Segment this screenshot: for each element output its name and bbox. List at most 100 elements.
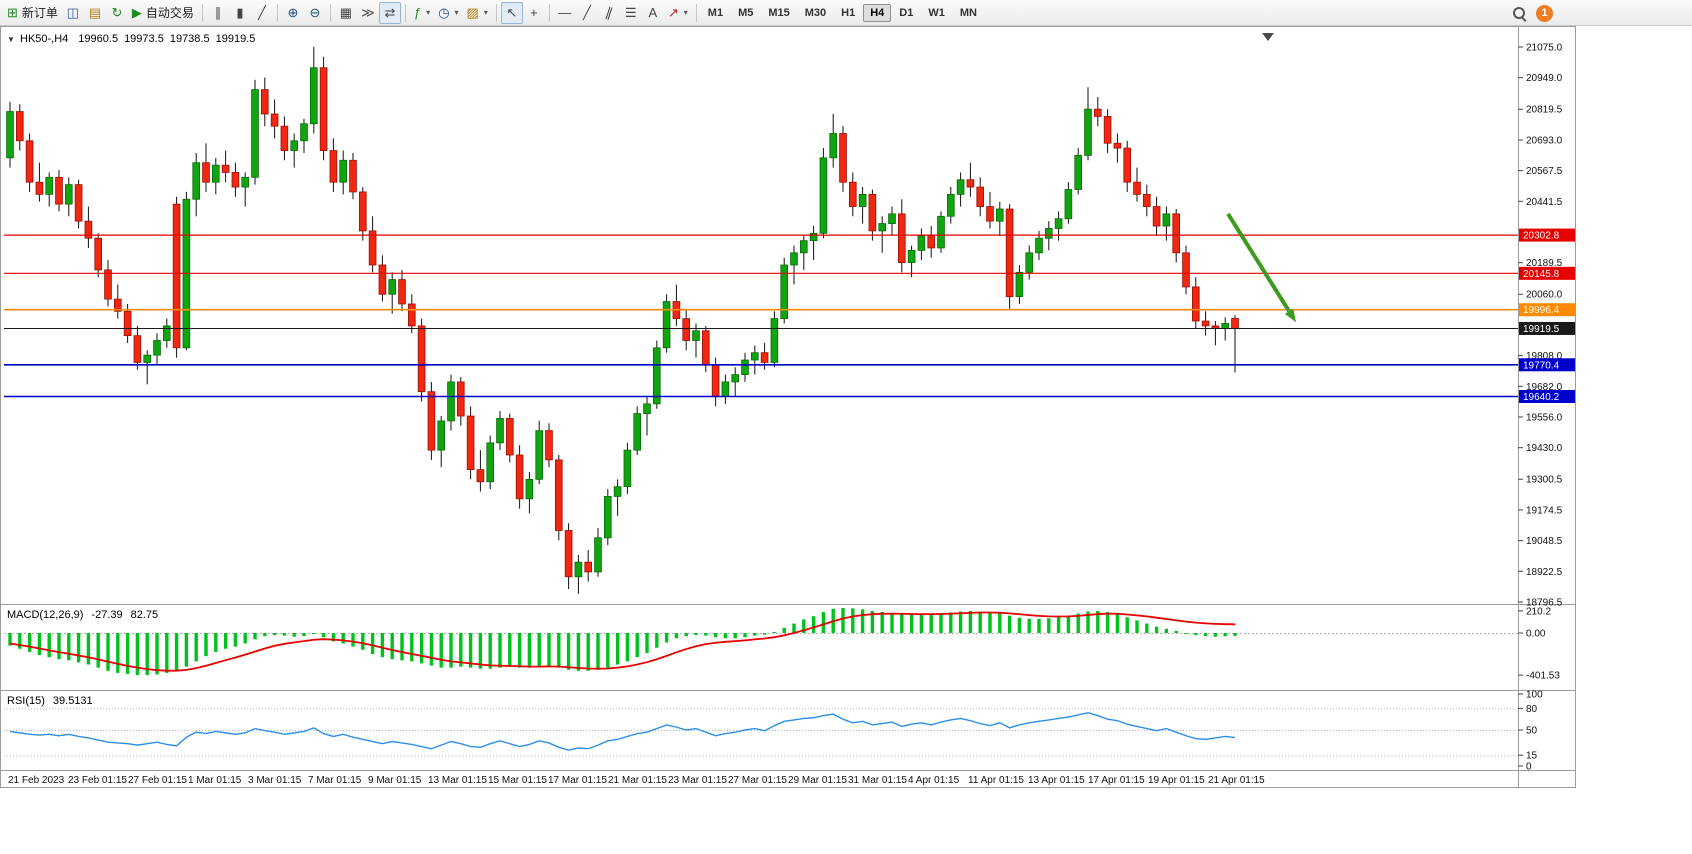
candle-body (1094, 108, 1102, 117)
chart-shift-button[interactable]: ⇄ (378, 1, 401, 24)
one-click-trading-icon[interactable]: ▼ (7, 35, 15, 44)
candle-body (1133, 181, 1141, 195)
macd-histogram-bar (890, 613, 894, 633)
channel-tool-button[interactable]: ∥ (598, 2, 620, 24)
periods-button[interactable]: ◷ ▾ (434, 2, 462, 24)
candle-body (84, 220, 93, 239)
refresh-button[interactable]: ↻ (106, 2, 128, 24)
candle-body (584, 561, 592, 573)
profiles-button[interactable]: ▤ (84, 2, 106, 24)
account-badge[interactable]: 1 (1536, 4, 1553, 22)
trend-arrow-head[interactable] (1284, 308, 1296, 323)
candle-body (104, 269, 112, 300)
rsi-tick-label: 50 (1526, 726, 1538, 737)
macd-histogram-bar (155, 633, 159, 675)
price-tick-label: 19556.0 (1526, 413, 1563, 424)
profiles-icon: ▤ (88, 5, 102, 20)
bar-chart-mode-button[interactable]: ∥ (207, 2, 229, 24)
price-level-tag (1519, 228, 1575, 242)
symbol-period: HK50-,H4 (20, 33, 68, 45)
candle-body (123, 310, 132, 337)
zoom-out-button[interactable]: ⊖ (304, 2, 326, 24)
timeframe-m5-button[interactable]: M5 (738, 6, 754, 19)
open-value: 19960.5 (78, 33, 118, 45)
candle-body (888, 213, 896, 224)
candle-body (515, 454, 524, 500)
timeframe-w1-button[interactable]: W1 (928, 6, 945, 19)
timeframe-m30-button[interactable]: M30 (804, 6, 827, 19)
indicators-button[interactable]: ƒ ▾ (410, 2, 434, 24)
macd-histogram-bar (331, 633, 336, 642)
candle-body (496, 418, 504, 444)
macd-histogram-bar (870, 610, 875, 633)
toolbar-separator (548, 3, 550, 22)
macd-signal-line (9, 611, 1236, 672)
macd-histogram-bar (939, 613, 943, 633)
candle-body (780, 264, 788, 319)
candle-body (25, 140, 34, 183)
templates-button[interactable]: ▨ ▾ (463, 2, 492, 24)
cursor-tool-button[interactable]: ↖ (500, 1, 523, 24)
macd-histogram-bar (1203, 633, 1208, 637)
macd-histogram-bar (929, 614, 933, 633)
trend-arrow-shaft[interactable] (1226, 212, 1291, 313)
candle-body (1143, 193, 1151, 207)
macd-histogram-bar (8, 633, 12, 646)
main-toolbar: ⊞ 新订单 ◫ ▤ ↻ ▶ 自动交易 ∥ ▮ ╱ ⊕ ⊖ ▦ ≫ ⇄ ƒ ▾ ◷ ▾… (0, 0, 1692, 26)
chart-shift-icon: ⇄ (384, 5, 396, 20)
rsi-indicator-label: RSI(15) 39.5131 (7, 695, 93, 707)
chart-window-button[interactable]: ◫ (62, 2, 84, 24)
macd-histogram-bar (988, 612, 992, 633)
indicators-icon: ƒ (413, 5, 422, 20)
macd-histogram-bar (919, 614, 924, 633)
candle-body (721, 381, 730, 397)
candle-body (1113, 142, 1122, 149)
candle-body (192, 162, 201, 200)
macd-histogram-bar (243, 633, 247, 644)
price-tick-label: 20060.0 (1526, 290, 1563, 301)
trendline-tool-button[interactable]: ╱ (576, 2, 598, 24)
timeframe-d1-button[interactable]: D1 (899, 6, 914, 19)
macd-histogram-bar (429, 633, 434, 666)
autotrading-button[interactable]: ▶ 自动交易 (128, 2, 198, 24)
text-tool-button[interactable]: A (642, 2, 664, 24)
macd-histogram-bar (772, 631, 777, 633)
macd-histogram-bar (762, 633, 767, 635)
candle-body (427, 391, 436, 451)
timeframe-m1-button[interactable]: M1 (707, 6, 724, 19)
arrows-tool-button[interactable]: ↗ ▾ (664, 2, 692, 24)
search-icon[interactable] (1512, 6, 1526, 20)
candle-body (486, 442, 494, 483)
macd-histogram-bar (57, 633, 61, 660)
candle-body (1231, 318, 1239, 329)
time-axis-label: 7 Mar 01:15 (308, 775, 362, 786)
macd-histogram-bar (968, 610, 973, 633)
candle-body (1045, 228, 1053, 239)
crosshair-tool-button[interactable]: + (523, 2, 545, 24)
macd-histogram-bar (18, 633, 22, 649)
timeframe-m15-button[interactable]: M15 (768, 6, 790, 19)
candle-body (829, 133, 837, 159)
price-level-tag (1519, 303, 1575, 317)
chart-canvas[interactable]: 21075.0 20949.0 20819.5 20693.0 20567.5 20441… (0, 26, 1692, 854)
macd-histogram-bar (753, 633, 757, 636)
candlestick-icon: ▮ (236, 5, 244, 20)
zoom-in-button[interactable]: ⊕ (282, 2, 304, 24)
line-chart-mode-button[interactable]: ╱ (251, 2, 273, 24)
fibonacci-tool-button[interactable]: ☰ (620, 2, 642, 24)
macd-histogram-bar (1086, 611, 1090, 633)
macd-histogram-bar (27, 633, 32, 652)
timeframe-h4-button[interactable]: H4 (863, 3, 892, 22)
macd-histogram-bar (880, 612, 884, 633)
candlestick-mode-button[interactable]: ▮ (229, 2, 251, 24)
timeframe-h1-button[interactable]: H1 (841, 6, 856, 19)
candle-body (358, 191, 367, 232)
new-order-button[interactable]: ⊞ 新订单 (3, 2, 62, 24)
candle-body (45, 176, 53, 195)
timeframe-mn-button[interactable]: MN (959, 6, 977, 19)
horizontal-line-tool-button[interactable]: — (554, 2, 576, 24)
tile-windows-button[interactable]: ▦ (335, 2, 357, 24)
candle-body (662, 301, 671, 349)
autoscroll-button[interactable]: ≫ (357, 2, 379, 24)
autotrading-label: 自动交易 (145, 6, 194, 20)
